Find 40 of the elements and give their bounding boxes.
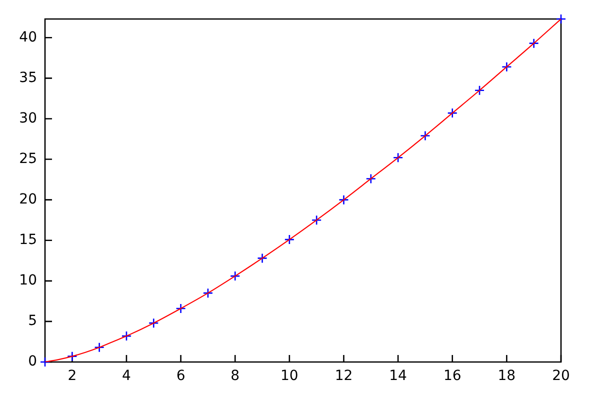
point bbox=[474, 85, 485, 96]
x-tick-label: 2 bbox=[68, 368, 77, 384]
point bbox=[338, 194, 349, 205]
y-tick-label: 0 bbox=[28, 354, 37, 370]
point bbox=[528, 38, 539, 48]
point bbox=[447, 108, 458, 118]
point bbox=[311, 214, 322, 226]
point bbox=[502, 62, 512, 72]
point bbox=[257, 253, 268, 264]
line-series bbox=[45, 19, 561, 362]
x-tick-label: 4 bbox=[122, 368, 132, 384]
y-tick-label: 5 bbox=[28, 313, 37, 330]
x-tick-label: 18 bbox=[498, 368, 516, 384]
point bbox=[556, 14, 566, 24]
y-tick-label: 35 bbox=[19, 70, 37, 86]
y-tick-label: 20 bbox=[19, 191, 37, 208]
point bbox=[392, 152, 404, 163]
y-tick-label: 25 bbox=[19, 150, 37, 167]
point bbox=[420, 130, 430, 141]
point bbox=[366, 174, 376, 184]
y-tick-label: 10 bbox=[19, 272, 37, 289]
y-tick-label: 15 bbox=[19, 232, 37, 248]
point bbox=[40, 356, 50, 368]
x-tick-label: 10 bbox=[280, 368, 298, 384]
point bbox=[148, 318, 159, 328]
x-tick-label: 12 bbox=[334, 368, 353, 384]
x-tick-label: 6 bbox=[176, 368, 186, 384]
point bbox=[121, 330, 132, 342]
x-tick-label: 14 bbox=[389, 368, 408, 384]
x-tick-label: 20 bbox=[552, 368, 570, 384]
y-tick-label: 30 bbox=[19, 110, 37, 126]
point bbox=[94, 342, 104, 353]
point bbox=[176, 303, 186, 314]
point bbox=[202, 288, 214, 298]
x-tick-label: 16 bbox=[443, 368, 462, 384]
y-tick-label: 40 bbox=[19, 29, 37, 46]
x-tick-label: 8 bbox=[230, 368, 240, 384]
point bbox=[284, 234, 295, 245]
point bbox=[67, 351, 78, 362]
point bbox=[230, 270, 240, 282]
